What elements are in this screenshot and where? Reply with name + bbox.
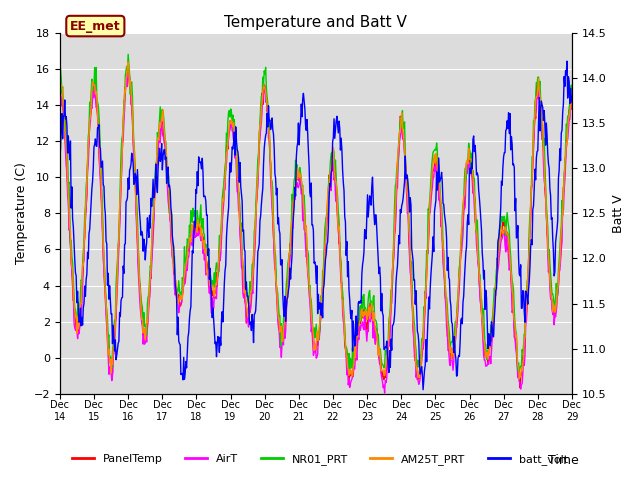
Y-axis label: Temperature (C): Temperature (C) (15, 162, 28, 264)
Text: Time: Time (548, 454, 579, 467)
Text: EE_met: EE_met (70, 20, 121, 33)
Legend: PanelTemp, AirT, NR01_PRT, AM25T_PRT, batt_volt: PanelTemp, AirT, NR01_PRT, AM25T_PRT, ba… (68, 450, 572, 469)
Y-axis label: Batt V: Batt V (612, 194, 625, 233)
Title: Temperature and Batt V: Temperature and Batt V (225, 15, 407, 30)
